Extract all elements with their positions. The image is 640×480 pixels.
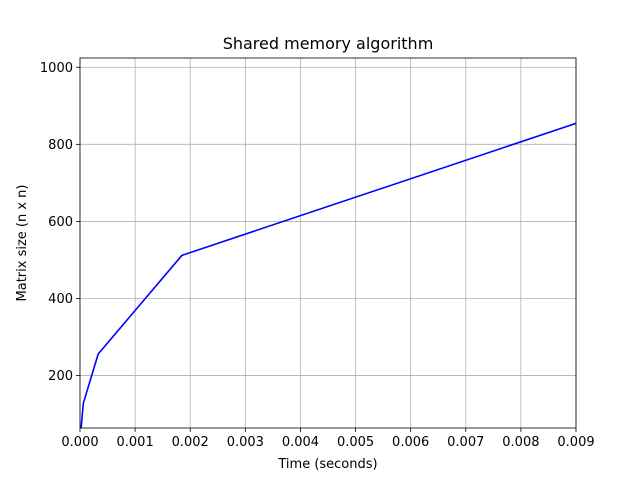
plot-frame [79, 57, 577, 429]
y-axis-label: Matrix size (n x n) [15, 185, 30, 302]
x-axis-label: Time (seconds) [277, 457, 377, 472]
x-tick-label: 0.001 [117, 435, 154, 450]
x-tick-label: 0.002 [172, 435, 209, 450]
x-tick-label: 0.008 [502, 435, 539, 450]
y-tick-label: 400 [48, 292, 73, 307]
x-tick-label: 0.004 [282, 435, 319, 450]
x-tick-label: 0.007 [447, 435, 484, 450]
y-tick-label: 200 [48, 369, 73, 384]
x-tick-label: 0.006 [392, 435, 429, 450]
chart-title: Shared memory algorithm [223, 34, 434, 53]
series-line-0 [80, 122, 576, 428]
y-axis: 200 400 600 800 1000 [40, 61, 80, 384]
x-tick-label: 0.000 [61, 435, 98, 450]
y-tick-label: 600 [48, 215, 73, 230]
plot-area [80, 58, 576, 428]
x-tick-label: 0.009 [557, 435, 594, 450]
y-tick-label: 800 [48, 138, 73, 153]
x-tick-label: 0.005 [337, 435, 374, 450]
x-tick-label: 0.003 [227, 435, 264, 450]
x-axis: 0.000 0.001 0.002 0.003 0.004 0.005 0.006 0.007… [61, 428, 595, 450]
series-layer [80, 122, 576, 428]
y-tick-label: 1000 [40, 61, 73, 76]
